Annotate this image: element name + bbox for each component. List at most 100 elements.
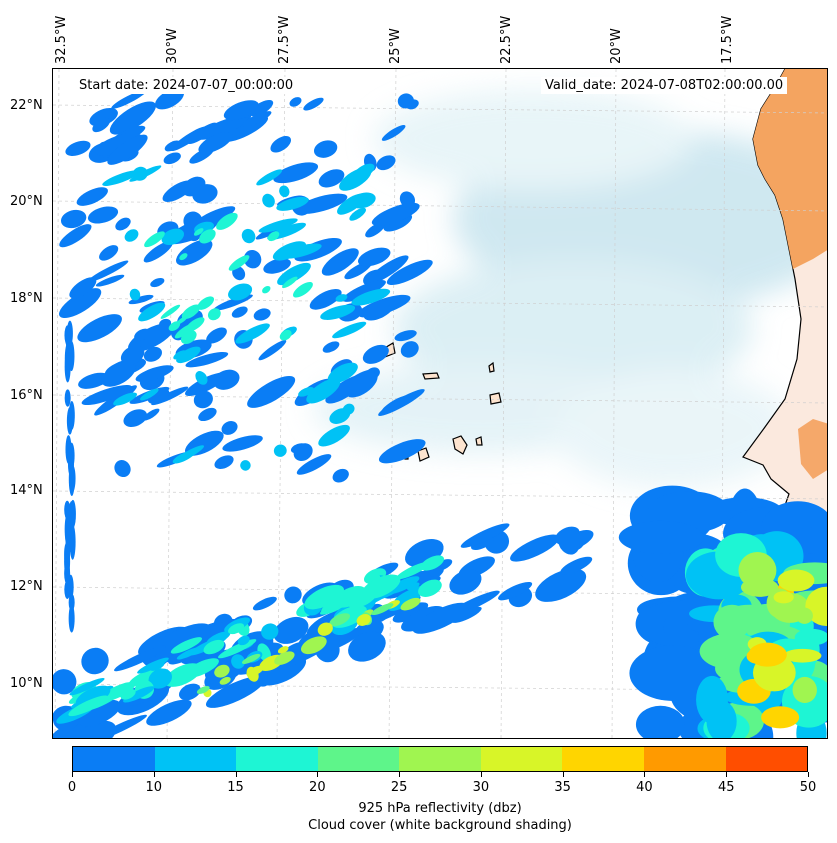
reflectivity-cell	[349, 207, 366, 221]
reflectivity-cell	[69, 524, 76, 560]
reflectivity-cell	[279, 185, 290, 198]
colorbar-tick-label: 20	[309, 780, 326, 795]
reflectivity-cell	[78, 699, 121, 727]
reflectivity-cell	[101, 361, 136, 387]
colorbar-tick	[480, 772, 482, 777]
reflectivity-cell	[172, 450, 195, 464]
lat-label: 12°N	[10, 579, 43, 594]
reflectivity-cell	[378, 389, 425, 416]
reflectivity-cell	[87, 260, 129, 283]
reflectivity-cell	[270, 136, 292, 153]
reflectivity-cell	[87, 206, 119, 224]
reflectivity-cell	[64, 562, 71, 585]
reflectivity-cell	[460, 523, 510, 548]
reflectivity-cell	[432, 559, 453, 572]
reflectivity-cell	[386, 576, 420, 595]
colorbar-tick	[399, 772, 401, 777]
reflectivity-cell	[399, 191, 416, 208]
lon-label: 32.5°W	[54, 15, 69, 64]
colorbar-tick-label: 35	[554, 780, 571, 795]
colorbar	[72, 746, 808, 772]
reflectivity-cell	[198, 407, 217, 422]
reflectivity-map	[53, 69, 827, 738]
reflectivity-cell	[318, 424, 350, 447]
reflectivity-cell	[77, 720, 117, 738]
reflectivity-cell	[180, 330, 197, 345]
reflectivity-cell	[60, 209, 87, 229]
colorbar-tick-label: 30	[472, 780, 490, 795]
reflectivity-cell	[120, 345, 145, 365]
lat-label: 16°N	[10, 388, 43, 403]
reflectivity-cell	[351, 288, 391, 306]
reflectivity-cell	[235, 323, 270, 344]
reflectivity-cell	[253, 308, 271, 321]
reflectivity-cell	[160, 304, 181, 319]
reflectivity-cell	[162, 180, 194, 202]
reflectivity-cell	[371, 603, 394, 616]
lon-label: 27.5°W	[277, 15, 292, 64]
reflectivity-cell	[342, 403, 355, 415]
colorbar-tick	[317, 772, 319, 777]
lat-label: 20°N	[10, 194, 43, 209]
reflectivity-cell	[350, 192, 376, 209]
reflectivity-cell	[273, 444, 287, 457]
reflectivity-cell	[161, 228, 185, 246]
reflectivity-cell	[114, 645, 166, 672]
reflectivity-cell	[510, 534, 560, 562]
reflectivity-cell	[498, 581, 533, 601]
reflectivity-cell	[322, 341, 340, 353]
reflectivity-cell	[378, 439, 426, 464]
reflectivity-cell	[243, 249, 262, 269]
colorbar-segment	[317, 747, 400, 771]
colorbar-segment	[154, 747, 237, 771]
colorbar-tick-label: 50	[799, 780, 817, 795]
reflectivity-cell	[144, 231, 165, 248]
reflectivity-cell	[386, 259, 433, 286]
reflectivity-cell	[277, 646, 289, 654]
reflectivity-cell	[150, 277, 165, 288]
reflectivity-cell	[179, 683, 201, 701]
reflectivity-cell	[792, 676, 817, 704]
colorbar-tick	[808, 772, 809, 777]
reflectivity-cell	[65, 435, 72, 464]
reflectivity-cell	[120, 688, 136, 700]
reflectivity-cell	[392, 602, 429, 623]
reflectivity-cell	[284, 586, 302, 604]
reflectivity-cell	[356, 614, 371, 626]
reflectivity-cell	[214, 664, 230, 678]
reflectivity-cell	[152, 623, 211, 658]
reflectivity-cell	[77, 314, 122, 343]
reflectivity-cell	[231, 654, 245, 669]
reflectivity-cell	[115, 217, 131, 231]
reflectivity-cell	[92, 117, 111, 133]
reflectivity-cell	[342, 280, 386, 302]
reflectivity-cell	[174, 323, 195, 339]
lat-label: 14°N	[10, 483, 43, 498]
reflectivity-cell	[143, 241, 173, 263]
reflectivity-cell	[198, 131, 233, 154]
reflectivity-cell	[267, 231, 280, 242]
reflectivity-cell	[99, 245, 119, 261]
lon-label: 25°W	[388, 28, 403, 64]
reflectivity-cell	[221, 421, 238, 435]
reflectivity-cell	[313, 140, 338, 158]
reflectivity-cell	[242, 653, 261, 664]
colorbar-segment	[480, 747, 563, 771]
colorbar-tick	[726, 772, 728, 777]
reflectivity-cell	[219, 676, 231, 685]
reflectivity-cell	[206, 327, 227, 344]
reflectivity-cell	[218, 639, 257, 659]
reflectivity-cell	[276, 196, 309, 211]
colorbar-tick	[235, 772, 237, 777]
reflectivity-cell	[216, 212, 238, 230]
colorbar-subtitle: Cloud cover (white background shading)	[308, 818, 572, 833]
reflectivity-cell	[197, 115, 249, 140]
reflectivity-cell	[273, 162, 319, 184]
reflectivity-cell	[203, 639, 225, 655]
reflectivity-cell	[179, 253, 188, 261]
reflectivity-cell	[65, 327, 72, 349]
reflectivity-cell	[193, 390, 213, 409]
reflectivity-cell	[89, 107, 118, 127]
lat-label: 10°N	[10, 676, 43, 691]
reflectivity-cell	[289, 97, 302, 107]
